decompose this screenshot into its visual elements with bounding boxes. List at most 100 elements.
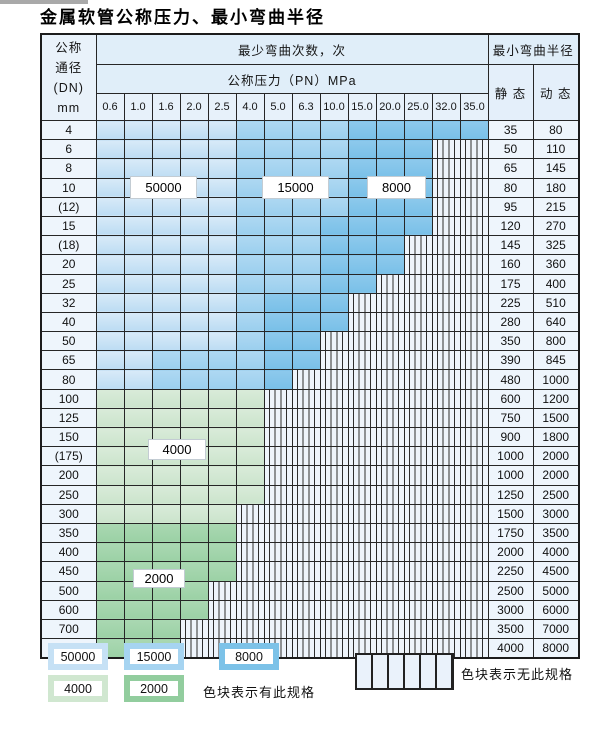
cell-no-spec bbox=[431, 522, 461, 544]
cell-spec-2000 bbox=[95, 618, 125, 640]
cell-spec-50000 bbox=[151, 292, 181, 313]
cell-no-spec bbox=[459, 484, 489, 505]
cell-no-spec bbox=[263, 599, 293, 620]
cell-no-spec bbox=[291, 503, 321, 524]
cell-spec-50000 bbox=[207, 235, 237, 256]
table-row-dn-450: 450 2250 4500 bbox=[40, 561, 580, 582]
cell-spec-8000 bbox=[403, 215, 433, 237]
cell-no-spec bbox=[459, 638, 489, 659]
static-radius-cell: 600 bbox=[487, 388, 534, 409]
cell-no-spec bbox=[347, 426, 377, 448]
cell-no-spec bbox=[375, 407, 405, 429]
cell-no-spec bbox=[375, 503, 405, 524]
static-radius-cell: 145 bbox=[487, 235, 534, 256]
cell-no-spec bbox=[319, 522, 349, 544]
cell-spec-15000 bbox=[235, 235, 265, 256]
cell-spec-50000 bbox=[123, 196, 153, 217]
cell-spec-15000 bbox=[235, 369, 265, 390]
cell-spec-15000 bbox=[179, 350, 209, 371]
cell-no-spec bbox=[291, 561, 321, 582]
table-row-dn-4: 4 35 80 bbox=[40, 119, 580, 141]
pressure-col-header-25.0: 25.0 bbox=[403, 93, 433, 121]
dn-cell: 350 bbox=[40, 522, 97, 544]
cell-no-spec bbox=[403, 484, 433, 505]
cell-spec-15000 bbox=[235, 215, 265, 237]
cell-no-spec bbox=[459, 446, 489, 467]
cell-spec-4000 bbox=[207, 388, 237, 409]
cell-no-spec bbox=[431, 177, 461, 198]
cell-spec-4000 bbox=[235, 465, 265, 486]
cell-spec-15000 bbox=[235, 350, 265, 371]
cell-no-spec bbox=[207, 618, 237, 640]
cell-spec-50000 bbox=[95, 331, 125, 352]
cell-no-spec bbox=[459, 254, 489, 275]
cell-no-spec bbox=[347, 407, 377, 429]
dynamic-radius-cell: 145 bbox=[532, 158, 580, 179]
cell-no-spec bbox=[263, 618, 293, 640]
cell-no-spec bbox=[431, 580, 461, 601]
cell-no-spec bbox=[431, 235, 461, 256]
pressure-header: 公称压力（PN）MPa bbox=[95, 64, 489, 94]
cell-spec-2000 bbox=[95, 522, 125, 544]
cell-spec-4000 bbox=[179, 465, 209, 486]
table-row-dn-600: 600 3000 6000 bbox=[40, 599, 580, 620]
pressure-col-header-5.0: 5.0 bbox=[263, 93, 293, 121]
cell-no-spec bbox=[459, 350, 489, 371]
cell-spec-8000 bbox=[319, 311, 349, 333]
dn-cell: 300 bbox=[40, 503, 97, 524]
cell-no-spec bbox=[291, 446, 321, 467]
cell-no-spec bbox=[291, 426, 321, 448]
cell-no-spec bbox=[291, 599, 321, 620]
cell-spec-15000 bbox=[291, 158, 321, 179]
region-label-8000: 8000 bbox=[367, 176, 426, 199]
cell-spec-4000 bbox=[123, 484, 153, 505]
cell-spec-50000 bbox=[95, 196, 125, 217]
static-radius-cell: 900 bbox=[487, 426, 534, 448]
cell-spec-4000 bbox=[151, 503, 181, 524]
cell-spec-50000 bbox=[207, 331, 237, 352]
cell-spec-2000 bbox=[151, 522, 181, 544]
cell-no-spec bbox=[319, 331, 349, 352]
cell-spec-15000 bbox=[235, 273, 265, 294]
cell-spec-8000 bbox=[319, 215, 349, 237]
table-row-dn-300: 300 1500 3000 bbox=[40, 503, 580, 524]
cell-no-spec bbox=[403, 522, 433, 544]
cell-spec-8000 bbox=[431, 119, 461, 141]
pressure-col-header-1.0: 1.0 bbox=[123, 93, 153, 121]
cell-no-spec bbox=[263, 542, 293, 563]
legend-has-spec-text: 色块表示有此规格 bbox=[203, 685, 316, 700]
cell-spec-50000 bbox=[95, 215, 125, 237]
cell-no-spec bbox=[403, 618, 433, 640]
cell-no-spec bbox=[375, 484, 405, 505]
dynamic-radius-cell: 2000 bbox=[532, 446, 580, 467]
table-row-dn-800: 80040008000 bbox=[40, 638, 580, 659]
cell-spec-8000 bbox=[375, 254, 405, 275]
cell-spec-50000 bbox=[151, 331, 181, 352]
cell-no-spec bbox=[375, 273, 405, 294]
table-row-dn-150: 150 900 1800 bbox=[40, 426, 580, 448]
cell-no-spec bbox=[375, 465, 405, 486]
cell-no-spec bbox=[347, 484, 377, 505]
cell-no-spec bbox=[263, 388, 293, 409]
cell-spec-8000 bbox=[263, 369, 293, 390]
cell-spec-50000 bbox=[123, 292, 153, 313]
dynamic-radius-cell: 510 bbox=[532, 292, 580, 313]
cell-spec-4000 bbox=[95, 446, 125, 467]
cell-no-spec bbox=[459, 580, 489, 601]
cell-no-spec bbox=[375, 369, 405, 390]
cell-spec-4000 bbox=[235, 426, 265, 448]
dn-cell: 4 bbox=[40, 119, 97, 141]
cell-spec-50000 bbox=[151, 311, 181, 333]
dn-cell: 50 bbox=[40, 331, 97, 352]
static-radius-cell: 2250 bbox=[487, 561, 534, 582]
pressure-col-header-35.0: 35.0 bbox=[459, 93, 489, 121]
cell-no-spec bbox=[431, 215, 461, 237]
cell-no-spec bbox=[431, 561, 461, 582]
cell-no-spec bbox=[431, 542, 461, 563]
cell-spec-50000 bbox=[179, 292, 209, 313]
cell-spec-4000 bbox=[207, 503, 237, 524]
cell-spec-2000 bbox=[207, 542, 237, 563]
cell-no-spec bbox=[235, 618, 265, 640]
cell-spec-2000 bbox=[95, 580, 125, 601]
pressure-col-header-1.6: 1.6 bbox=[151, 93, 181, 121]
